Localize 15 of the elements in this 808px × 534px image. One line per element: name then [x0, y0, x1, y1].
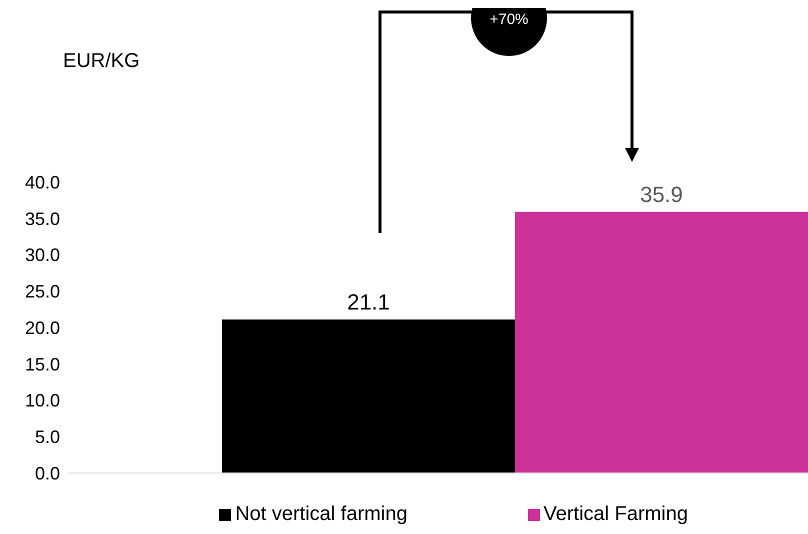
y-tick-label: 40.0 [24, 172, 60, 192]
y-tick-label: 20.0 [24, 318, 60, 338]
data-label: 35.9 [640, 182, 683, 207]
y-tick-label: 5.0 [34, 427, 60, 448]
y-tick-label: 30.0 [24, 245, 60, 266]
data-label: 21.1 [347, 289, 390, 314]
y-tick-label: 15.0 [24, 354, 60, 374]
y-tick-label: 25.0 [24, 282, 60, 302]
y-tick-label: 0.0 [34, 463, 60, 484]
text: +70% [490, 11, 528, 28]
y-tick-label: 10.0 [24, 390, 60, 411]
text: EUR/KG [63, 50, 140, 73]
y-tick-label: 35.0 [24, 208, 60, 229]
legend-label: Vertical Farming [544, 503, 688, 525]
legend-label: Not vertical farming [235, 503, 408, 525]
